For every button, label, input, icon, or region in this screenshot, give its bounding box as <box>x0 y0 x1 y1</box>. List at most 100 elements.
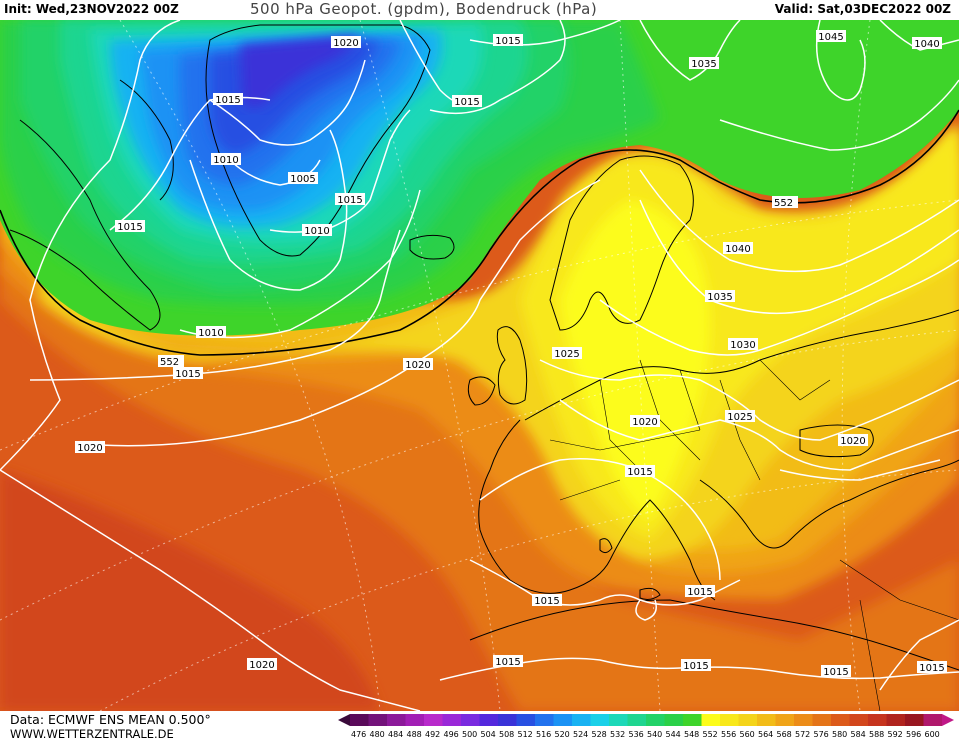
isobar-label: 1015 <box>175 369 200 380</box>
isobar-label-bg <box>331 36 361 48</box>
legend-swatch <box>701 714 720 726</box>
legend-tick-label: 600 <box>925 730 940 739</box>
legend-tick-label: 572 <box>795 730 810 739</box>
legend-swatch <box>905 714 924 726</box>
legend-swatch <box>886 714 905 726</box>
legend-swatch <box>683 714 702 726</box>
isobar-label: 1005 <box>290 174 315 185</box>
legend-swatch <box>720 714 739 726</box>
legend-tick-label: 496 <box>444 730 459 739</box>
isobar-label-bg <box>685 585 715 597</box>
legend-tick-label: 520 <box>555 730 570 739</box>
isobar-label-bg <box>723 242 753 254</box>
legend-swatch <box>350 714 369 726</box>
legend-swatch <box>849 714 868 726</box>
legend-tick-label: 564 <box>758 730 773 739</box>
isobar-label-bg <box>532 594 562 606</box>
legend-tick-label: 504 <box>481 730 496 739</box>
legend-swatch <box>923 714 942 726</box>
legend-tick-label: 484 <box>388 730 403 739</box>
legend-tick-label: 540 <box>647 730 662 739</box>
isobar-label: 1035 <box>707 292 732 303</box>
contour-label: 552 <box>160 357 179 368</box>
legend-swatch <box>794 714 813 726</box>
footer: Data: ECMWF ENS MEAN 0.500° WWW.WETTERZE… <box>0 711 959 741</box>
isobar-label-bg <box>247 658 277 670</box>
legend-swatch <box>553 714 572 726</box>
isobar-label-bg <box>821 665 851 677</box>
isobar-label-bg <box>288 172 318 184</box>
isobar-label: 1015 <box>454 97 479 108</box>
legend-tick-label: 508 <box>499 730 514 739</box>
isobar-label-bg <box>302 224 332 236</box>
data-source: Data: ECMWF ENS MEAN 0.500° <box>10 712 211 727</box>
legend-tick-label: 580 <box>832 730 847 739</box>
isobar-label: 1035 <box>691 59 716 70</box>
legend-tick-label: 544 <box>666 730 681 739</box>
legend-swatch <box>572 714 591 726</box>
legend-swatch <box>738 714 757 726</box>
legend-swatch <box>442 714 461 726</box>
pressure-labels: 1020 1015 1015 1010 1005 1015 1010 1015 1010 1015… <box>75 30 947 678</box>
legend-swatch <box>868 714 887 726</box>
legend-tick-label: 560 <box>740 730 755 739</box>
isobar-label: 1010 <box>198 328 223 339</box>
geopotential-labels: 552 552 <box>158 196 798 368</box>
isobar-label: 1015 <box>495 36 520 47</box>
legend-tick-label: 588 <box>869 730 884 739</box>
isobar-label-bg <box>681 659 711 671</box>
legend-swatch <box>424 714 443 726</box>
legend-tick-label: 492 <box>425 730 440 739</box>
isobar-label-bg <box>75 441 105 453</box>
legend-swatch <box>664 714 683 726</box>
isobar-label: 1015 <box>627 467 652 478</box>
legend-tick-label: 516 <box>536 730 551 739</box>
legend-tick-label: 548 <box>684 730 699 739</box>
map-title: 500 hPa Geopot. (gpdm), Bodendruck (hPa) <box>250 0 598 18</box>
isobar-label: 1020 <box>77 443 102 454</box>
isobar-label: 1020 <box>405 360 430 371</box>
isobar-label: 1030 <box>730 340 755 351</box>
legend-swatch <box>498 714 517 726</box>
isobar-label: 1040 <box>725 244 750 255</box>
isobar-label: 1025 <box>554 349 579 360</box>
color-legend: 476 480 484 488 492 496 500 504 508 512 516 520 524 5… <box>338 714 954 739</box>
legend-swatch <box>387 714 406 726</box>
legend-tick-label: 592 <box>888 730 903 739</box>
isobar-label-bg <box>493 34 523 46</box>
borders <box>549 359 959 711</box>
isobar-label-bg <box>335 193 365 205</box>
legend-tick-label: 500 <box>462 730 477 739</box>
isobar-label: 1015 <box>687 587 712 598</box>
legend-tick-label: 568 <box>777 730 792 739</box>
valid-time: Valid: Sat,03DEC2022 00Z <box>774 2 951 16</box>
legend-swatch <box>627 714 646 726</box>
legend-tick-label: 528 <box>592 730 607 739</box>
isobar-label: 1010 <box>304 226 329 237</box>
legend-swatch <box>609 714 628 726</box>
weather-map: 552 552 1020 1015 1015 1010 1005 1015 1010 1015… <box>0 20 959 711</box>
legend-arrow-left <box>338 714 350 726</box>
legend-swatch <box>812 714 831 726</box>
header-bar: Init: Wed,23NOV2022 00Z 500 hPa Geopot. … <box>0 0 959 20</box>
isobar-label-bg <box>630 415 660 427</box>
legend-swatch <box>757 714 776 726</box>
legend-swatch <box>461 714 480 726</box>
coastlines <box>9 24 959 671</box>
isobar-label-bg <box>211 153 241 165</box>
isobar-label-bg <box>917 661 947 673</box>
legend-tick-label: 584 <box>851 730 866 739</box>
isobar-label: 1020 <box>249 660 274 671</box>
map-canvas: 552 552 1020 1015 1015 1010 1005 1015 1010 1015… <box>0 20 959 711</box>
isobar-label-bg <box>552 347 582 359</box>
legend-tick-label: 532 <box>610 730 625 739</box>
isobar-label-bg <box>912 37 942 49</box>
contour-label: 552 <box>774 198 793 209</box>
isobar-label: 1015 <box>919 663 944 674</box>
legend-tick-label: 524 <box>573 730 588 739</box>
isobar-label: 1015 <box>534 596 559 607</box>
isobar-label-bg <box>725 410 755 422</box>
isobar-label: 1020 <box>333 38 358 49</box>
isobar-label: 1020 <box>840 436 865 447</box>
isobar-label: 1015 <box>117 222 142 233</box>
